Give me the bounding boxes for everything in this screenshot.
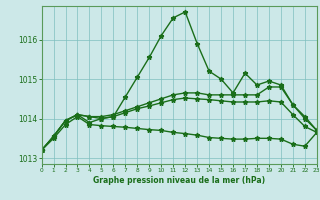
X-axis label: Graphe pression niveau de la mer (hPa): Graphe pression niveau de la mer (hPa) [93,176,265,185]
